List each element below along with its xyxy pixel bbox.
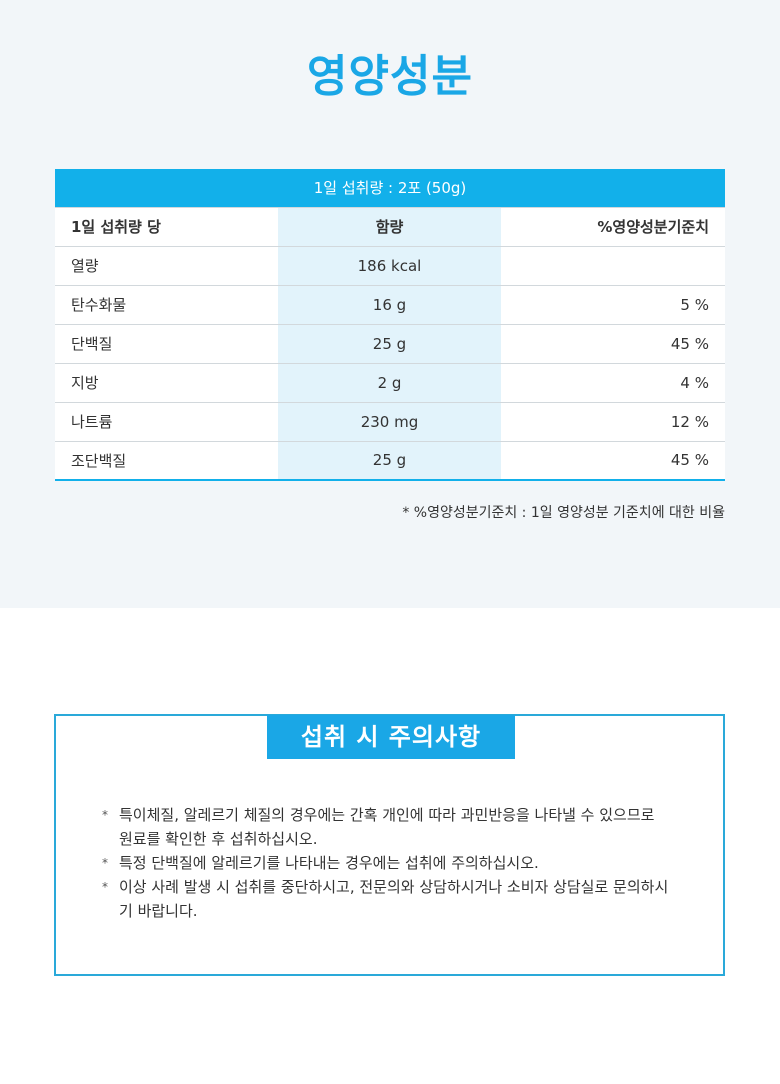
nutrient-daily-value: 45 % (501, 324, 725, 364)
nutrient-amount: 16 g (278, 285, 501, 325)
header-per-serving: 1일 섭취량 당 (55, 207, 278, 247)
nutrient-daily-value: 4 % (501, 363, 725, 403)
caution-text: 이상 사례 발생 시 섭취를 중단하시고, 전문의와 상담하시거나 소비자 상담… (119, 878, 669, 920)
header-amount: 함량 (278, 207, 501, 247)
nutrient-amount: 230 mg (278, 402, 501, 442)
asterisk-bullet-icon: * (102, 808, 108, 822)
nutrient-daily-value: 5 % (501, 285, 725, 325)
nutrient-amount: 25 g (278, 324, 501, 364)
list-item: * 특이체질, 알레르기 체질의 경우에는 간혹 개인에 따라 과민반응을 나타… (102, 803, 672, 851)
caution-title: 섭취 시 주의사항 (267, 715, 515, 759)
header-daily-value: %영양성분기준치 (501, 207, 725, 247)
nutrient-name: 탄수화물 (55, 285, 278, 325)
list-item: * 특정 단백질에 알레르기를 나타내는 경우에는 섭취에 주의하십시오. (102, 851, 672, 875)
serving-size-caption: 1일 섭취량 : 2포 (50g) (55, 169, 725, 208)
table-header-row: 1일 섭취량 당 함량 %영양성분기준치 (55, 207, 725, 247)
nutrient-amount: 2 g (278, 363, 501, 403)
list-item: * 이상 사례 발생 시 섭취를 중단하시고, 전문의와 상담하시거나 소비자 … (102, 875, 672, 923)
nutrient-daily-value: 45 % (501, 441, 725, 481)
nutrition-section: 영양성분 1일 섭취량 : 2포 (50g) 1일 섭취량 당 함량 %영양성분… (0, 0, 780, 608)
caution-box: 섭취 시 주의사항 * 특이체질, 알레르기 체질의 경우에는 간혹 개인에 따… (54, 714, 725, 976)
nutrient-name: 열량 (55, 246, 278, 286)
table-row: 탄수화물 16 g 5 % (55, 285, 725, 325)
daily-value-footnote: * %영양성분기준치 : 1일 영양성분 기준치에 대한 비율 (402, 505, 725, 521)
nutrition-table: 1일 섭취량 : 2포 (50g) 1일 섭취량 당 함량 %영양성분기준치 열… (55, 169, 725, 481)
nutrient-name: 조단백질 (55, 441, 278, 481)
asterisk-bullet-icon: * (102, 880, 108, 894)
table-row: 나트륨 230 mg 12 % (55, 402, 725, 442)
table-row: 조단백질 25 g 45 % (55, 441, 725, 481)
table-caption-row: 1일 섭취량 : 2포 (50g) (55, 169, 725, 208)
nutrient-name: 나트륨 (55, 402, 278, 442)
caution-text: 특정 단백질에 알레르기를 나타내는 경우에는 섭취에 주의하십시오. (119, 854, 539, 872)
table-row: 열량 186 kcal (55, 246, 725, 286)
nutrient-amount: 186 kcal (278, 246, 501, 286)
caution-list: * 특이체질, 알레르기 체질의 경우에는 간혹 개인에 따라 과민반응을 나타… (102, 803, 672, 923)
table-row: 단백질 25 g 45 % (55, 324, 725, 364)
nutrient-name: 지방 (55, 363, 278, 403)
nutrient-daily-value: 12 % (501, 402, 725, 442)
asterisk-bullet-icon: * (102, 856, 108, 870)
table-row: 지방 2 g 4 % (55, 363, 725, 403)
caution-text: 특이체질, 알레르기 체질의 경우에는 간혹 개인에 따라 과민반응을 나타낼 … (119, 806, 655, 848)
nutrient-amount: 25 g (278, 441, 501, 481)
nutrient-name: 단백질 (55, 324, 278, 364)
page-title: 영양성분 (307, 51, 473, 102)
nutrient-daily-value (501, 246, 725, 286)
